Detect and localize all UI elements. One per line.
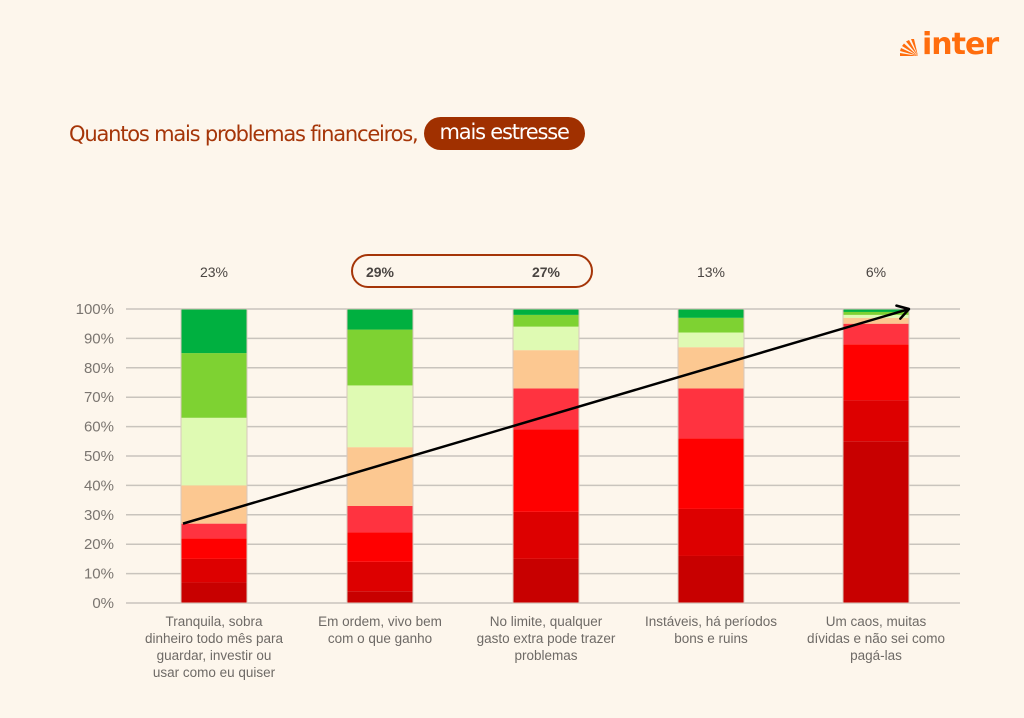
- bar-outline: [677, 308, 745, 604]
- x-tick-label: usar como eu quiser: [153, 665, 276, 680]
- trend-arrow-line: [182, 307, 910, 525]
- bar-segment-level-1: [843, 441, 909, 603]
- bar-segment-level-6: [678, 332, 744, 348]
- bar-segment-level-3: [678, 438, 744, 509]
- bar-segment-level-1: [513, 558, 579, 603]
- bar-segment-level-8: [678, 309, 744, 318]
- x-tick-label: No limite, qualquer: [490, 614, 603, 629]
- x-tick-label: guardar, investir ou: [157, 648, 272, 663]
- category-share-label: 27%: [532, 264, 561, 280]
- bar-segment-level-3: [843, 344, 909, 401]
- bar-segment-level-3: [513, 429, 579, 512]
- title-badge: mais estresse: [423, 117, 585, 150]
- x-tick-label: dinheiro todo mês para: [145, 631, 284, 646]
- x-tick-label: Instáveis, há períodos: [645, 614, 777, 629]
- bar-segment-level-7: [181, 353, 247, 418]
- bar-segment-level-5: [347, 447, 413, 506]
- bar-segment-level-3: [347, 532, 413, 562]
- highlight-pill: [351, 254, 593, 288]
- bar-segment-level-7: [843, 311, 909, 315]
- bar-segment-level-7: [678, 317, 744, 333]
- x-tick-label: Em ordem, vivo bem: [318, 614, 442, 629]
- x-tick-label: bons e ruins: [674, 631, 748, 646]
- title-text: Quantos mais problemas financeiros,: [69, 121, 419, 146]
- category-share-label: 23%: [200, 264, 228, 280]
- bar-segment-level-8: [181, 309, 247, 354]
- y-tick-label: 10%: [84, 566, 114, 583]
- x-tick-label: dívidas e não sei como: [807, 631, 945, 646]
- category-share-label: 29%: [366, 264, 395, 280]
- y-tick-label: 90%: [84, 330, 114, 347]
- y-tick-label: 70%: [84, 389, 114, 406]
- bar-segment-level-3: [181, 538, 247, 559]
- inter-logo: inter: [898, 27, 999, 62]
- bar-segment-level-1: [347, 591, 413, 603]
- bar-segment-level-7: [513, 314, 579, 327]
- bar-segment-level-2: [843, 400, 909, 442]
- category-share-label: 6%: [866, 264, 886, 280]
- bar-segment-level-1: [181, 582, 247, 603]
- bar-segment-level-4: [347, 505, 413, 533]
- trend-arrow-head: [895, 304, 911, 320]
- bar-segment-level-4: [181, 523, 247, 539]
- x-tick-label: gasto extra pode trazer: [477, 631, 616, 646]
- bar-segment-level-2: [513, 511, 579, 559]
- y-tick-label: 50%: [84, 448, 114, 465]
- x-tick-label: Um caos, muitas: [826, 614, 927, 629]
- x-tick-label: Tranquila, sobra: [165, 614, 263, 629]
- bar-segment-level-4: [843, 323, 909, 345]
- x-tick-label: problemas: [514, 648, 577, 663]
- y-tick-label: 60%: [84, 419, 114, 436]
- bar-segment-level-6: [347, 385, 413, 448]
- y-tick-label: 100%: [76, 301, 114, 318]
- bar-segment-level-8: [347, 309, 413, 330]
- bar-segment-level-2: [347, 561, 413, 592]
- sunburst-icon: [900, 39, 918, 56]
- bar-outline: [512, 308, 580, 604]
- y-tick-label: 40%: [84, 477, 114, 494]
- logo-text: inter: [922, 27, 999, 62]
- x-tick-label: pagá-las: [850, 648, 902, 663]
- bar-segment-level-2: [181, 558, 247, 583]
- bar-segment-level-6: [181, 417, 247, 486]
- bar-segment-level-5: [181, 485, 247, 524]
- bar-segment-level-5: [513, 350, 579, 389]
- y-tick-label: 30%: [84, 507, 114, 524]
- y-tick-label: 20%: [84, 536, 114, 553]
- bar-segment-level-8: [843, 309, 909, 312]
- bar-segment-level-4: [678, 388, 744, 439]
- bar-outline: [842, 308, 910, 604]
- x-tick-label: com o que ganho: [328, 631, 432, 646]
- bar-outline: [180, 308, 248, 604]
- bar-segment-level-8: [513, 309, 579, 315]
- bar-segment-level-6: [513, 326, 579, 351]
- bar-segment-level-5: [843, 317, 909, 324]
- category-share-label: 13%: [697, 264, 725, 280]
- y-tick-label: 0%: [92, 595, 114, 612]
- y-tick-label: 80%: [84, 360, 114, 377]
- bar-segment-level-1: [678, 555, 744, 603]
- bar-segment-level-2: [678, 508, 744, 556]
- page-title: Quantos mais problemas financeiros, mais…: [69, 117, 585, 150]
- bar-segment-level-7: [347, 329, 413, 386]
- bar-segment-level-6: [843, 314, 909, 318]
